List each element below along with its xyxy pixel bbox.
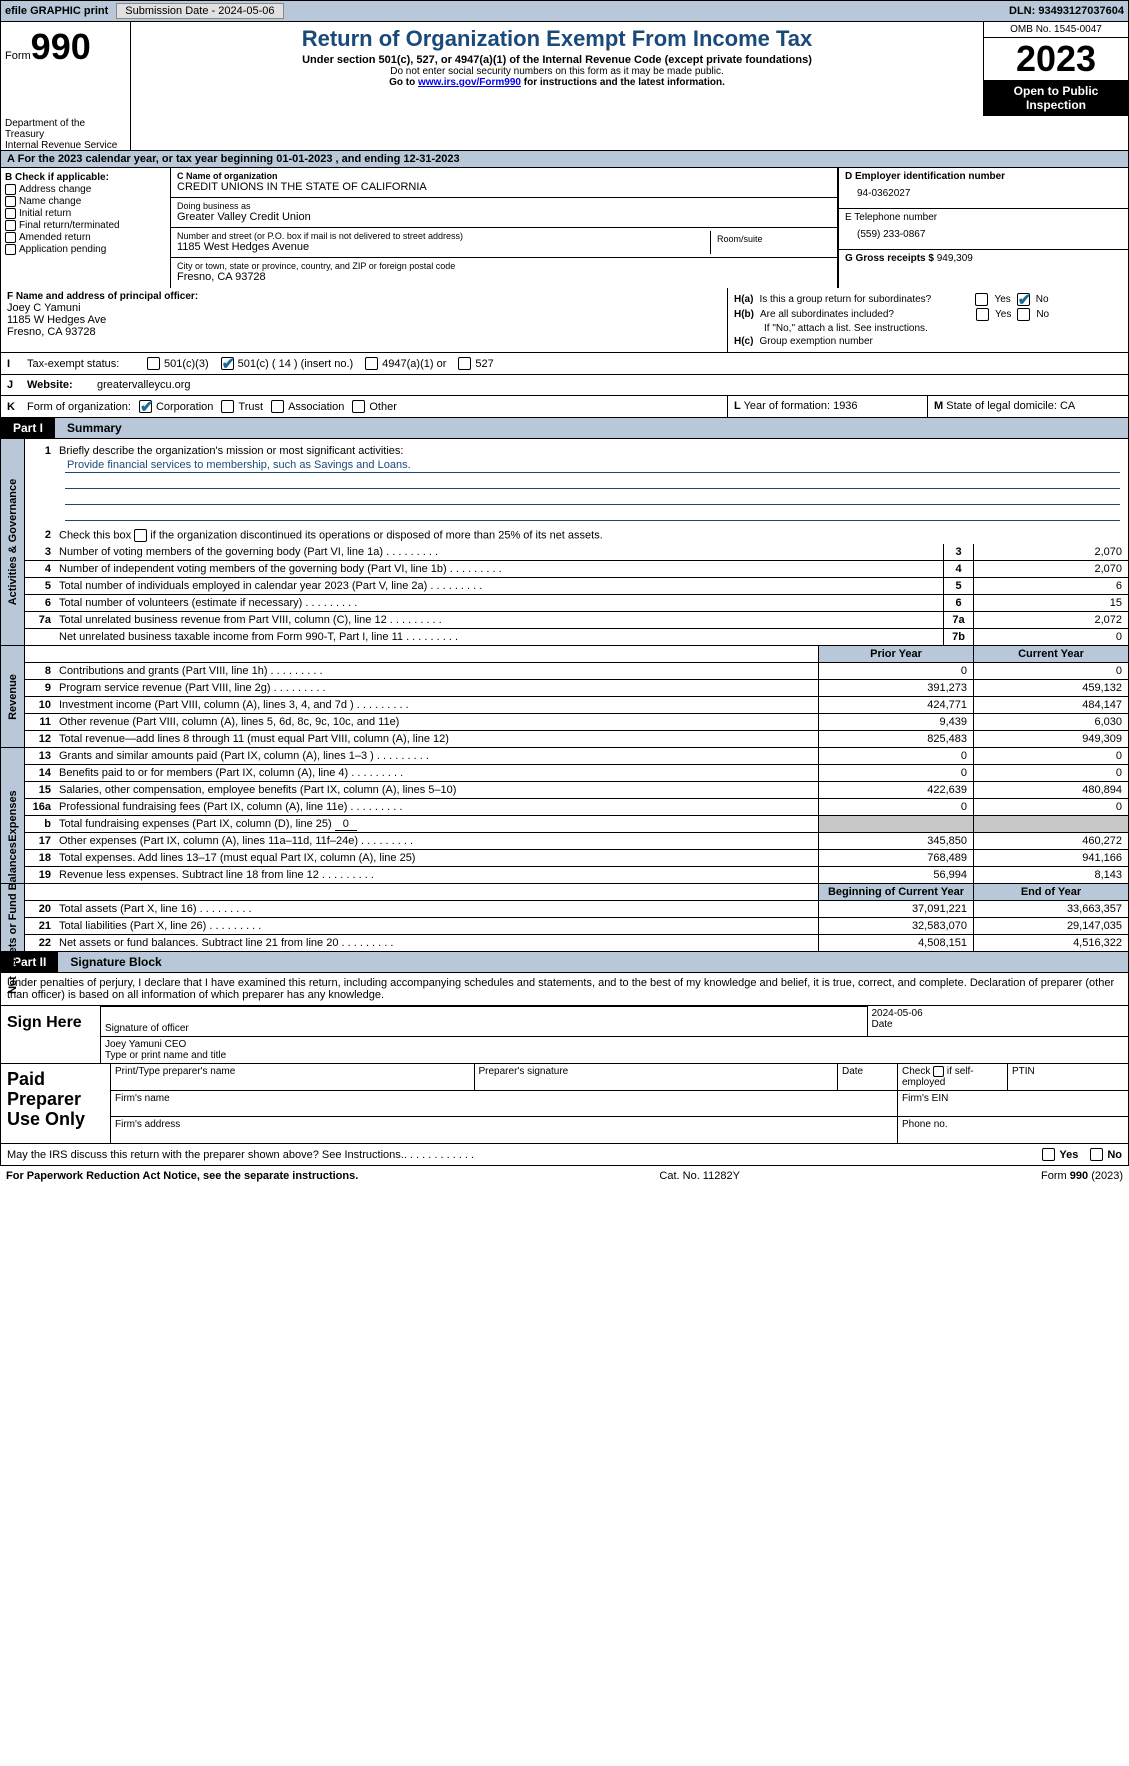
checkbox-ha-yes[interactable] <box>975 293 988 306</box>
header-center: Return of Organization Exempt From Incom… <box>131 22 983 116</box>
val-4: 2,070 <box>973 561 1128 577</box>
checkbox-hb-yes[interactable] <box>976 308 989 321</box>
efile-label: efile GRAPHIC print <box>5 5 108 17</box>
officer-name: Joey C Yamuni <box>7 302 721 314</box>
header-right: OMB No. 1545-0047 2023 Open to Public In… <box>983 22 1128 116</box>
form-label-cell: Form990 <box>1 22 131 116</box>
val-7b: 0 <box>973 629 1128 645</box>
checkbox-self-employed[interactable] <box>933 1066 944 1077</box>
checkbox-527[interactable] <box>458 357 471 370</box>
mission-text: Provide financial services to membership… <box>65 459 1120 473</box>
checkbox-app-pending[interactable] <box>5 244 16 255</box>
gross-receipts-cell: G Gross receipts $ 949,309 <box>839 250 1128 280</box>
officer-cell: F Name and address of principal officer:… <box>1 288 728 352</box>
goto-note: Go to www.irs.gov/Form990 for instructio… <box>135 77 979 88</box>
checkbox-association[interactable] <box>271 400 284 413</box>
checkbox-501c3[interactable] <box>147 357 160 370</box>
officer-signed-name: Joey Yamuni CEO <box>105 1039 1124 1050</box>
vert-label-governance: Activities & Governance <box>1 439 25 645</box>
checkbox-4947[interactable] <box>365 357 378 370</box>
sign-date: 2024-05-06 <box>872 1008 1125 1019</box>
form-number: 990 <box>31 26 91 67</box>
checkbox-discontinued[interactable] <box>134 529 147 542</box>
checkbox-initial-return[interactable] <box>5 208 16 219</box>
calendar-year-row: A For the 2023 calendar year, or tax yea… <box>0 151 1129 168</box>
city-state-zip: Fresno, CA 93728 <box>177 271 831 283</box>
form-subtitle: Under section 501(c), 527, or 4947(a)(1)… <box>135 54 979 66</box>
checkbox-trust[interactable] <box>221 400 234 413</box>
dba-cell: Doing business as Greater Valley Credit … <box>171 198 837 228</box>
catalog-number: Cat. No. 11282Y <box>358 1170 1041 1182</box>
val-5: 6 <box>973 578 1128 594</box>
street-cell: Number and street (or P.O. box if mail i… <box>177 231 711 254</box>
checkbox-final-return[interactable] <box>5 220 16 231</box>
paid-preparer-label: Paid Preparer Use Only <box>1 1064 111 1143</box>
top-bar: efile GRAPHIC print Submission Date - 20… <box>0 0 1129 22</box>
checkbox-other-org[interactable] <box>352 400 365 413</box>
col-b-header: B Check if applicable: <box>5 172 166 183</box>
sign-here-label: Sign Here <box>1 1006 101 1063</box>
checkbox-corporation[interactable] <box>139 400 152 413</box>
omb-number: OMB No. 1545-0047 <box>984 22 1128 38</box>
dept-treasury: Department of the Treasury <box>5 118 126 140</box>
phone-value: (559) 233-0867 <box>845 223 1122 246</box>
checkbox-address-change[interactable] <box>5 184 16 195</box>
val-6: 15 <box>973 595 1128 611</box>
checkbox-hb-no[interactable] <box>1017 308 1030 321</box>
checkbox-discuss-no[interactable] <box>1090 1148 1103 1161</box>
officer-addr1: 1185 W Hedges Ave <box>7 314 721 326</box>
submission-button[interactable]: Submission Date - 2024-05-06 <box>116 3 283 19</box>
paperwork-notice: For Paperwork Reduction Act Notice, see … <box>6 1170 358 1182</box>
inspection-notice: Open to Public Inspection <box>984 80 1128 116</box>
ein-value: 94-0362027 <box>845 182 1122 205</box>
website-url: greatervalleycu.org <box>97 379 191 391</box>
tax-year: 2023 <box>984 38 1128 80</box>
org-name-cell: C Name of organization CREDIT UNIONS IN … <box>171 168 837 198</box>
checkbox-501c-other[interactable] <box>221 357 234 370</box>
city-cell: City or town, state or province, country… <box>171 258 837 288</box>
gross-receipts-value: 949,309 <box>937 253 973 264</box>
perjury-statement: Under penalties of perjury, I declare th… <box>0 973 1129 1006</box>
checkbox-ha-no[interactable] <box>1017 293 1030 306</box>
form-title: Return of Organization Exempt From Incom… <box>135 26 979 52</box>
year-formation: L Year of formation: 1936 <box>728 396 928 417</box>
vert-label-revenue: Revenue <box>1 646 25 747</box>
org-name: CREDIT UNIONS IN THE STATE OF CALIFORNIA <box>177 181 831 193</box>
vert-label-net-assets: Net Assets or Fund Balances <box>1 884 25 951</box>
checkbox-discuss-yes[interactable] <box>1042 1148 1055 1161</box>
part-1-header: Part I Summary <box>0 418 1129 439</box>
form-label: Form <box>5 50 31 62</box>
dept-cell: Department of the Treasury Internal Reve… <box>1 116 131 150</box>
ssn-note: Do not enter social security numbers on … <box>135 66 979 77</box>
column-b-checkboxes: B Check if applicable: Address change Na… <box>1 168 171 288</box>
dln-label: DLN: 93493127037604 <box>1009 5 1124 17</box>
phone-cell: E Telephone number (559) 233-0867 <box>839 209 1128 250</box>
val-7a: 2,072 <box>973 612 1128 628</box>
dba-name: Greater Valley Credit Union <box>177 211 831 223</box>
irs-label: Internal Revenue Service <box>5 140 126 148</box>
checkbox-name-change[interactable] <box>5 196 16 207</box>
room-suite-cell: Room/suite <box>711 231 831 254</box>
state-domicile: M State of legal domicile: CA <box>928 396 1128 417</box>
irs-link[interactable]: www.irs.gov/Form990 <box>418 77 521 88</box>
part-2-header: Part II Signature Block <box>0 952 1129 973</box>
checkbox-amended[interactable] <box>5 232 16 243</box>
form-footer: Form 990 (2023) <box>1041 1170 1123 1182</box>
group-return-cell: H(a) Is this a group return for subordin… <box>728 288 1128 352</box>
street-address: 1185 West Hedges Avenue <box>177 241 710 253</box>
officer-addr2: Fresno, CA 93728 <box>7 326 721 338</box>
val-3: 2,070 <box>973 544 1128 560</box>
ein-cell: D Employer identification number 94-0362… <box>839 168 1128 209</box>
